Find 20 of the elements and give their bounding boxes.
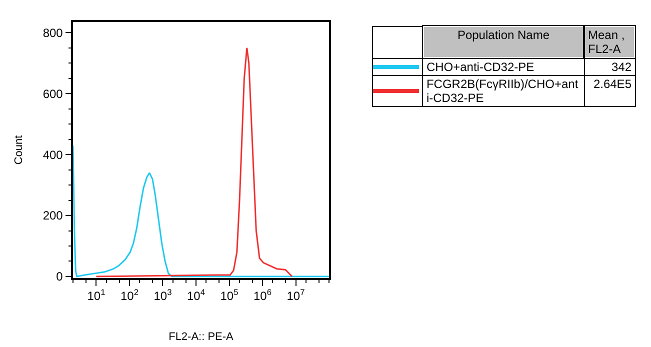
x-tick-label: 10$^{5}$ <box>220 287 239 304</box>
x-tick-label: 10$^{1}$ <box>87 287 106 304</box>
x-tick-label: 10$^{2}$ <box>120 287 139 304</box>
legend-label: CHO+anti-CD32-PE <box>422 58 584 76</box>
text: Mean , FL2-A <box>584 26 635 58</box>
x-tick-label: 10$^{3}$ <box>154 287 172 304</box>
y-tick-label: 600 <box>42 86 64 101</box>
x-tick-label: 10$^{4}$ <box>186 287 206 304</box>
text: 2.64E5 <box>584 76 635 106</box>
y-tick-label: 0 <box>56 270 64 284</box>
legend-label: FCGR2B(FcγRIIb)/CHO+anti-CD32-PE <box>422 76 584 106</box>
legend-title: Population Name <box>422 26 584 58</box>
x-tick-label: 10$^{7}$ <box>286 287 306 304</box>
y-tick-label: 200 <box>42 208 64 223</box>
y-tick-label: 400 <box>42 148 64 162</box>
y-axis-title: Count <box>12 135 25 165</box>
x-axis-title: FL2-A:: PE-A <box>168 330 234 343</box>
y-tick-label: 800 <box>42 26 64 40</box>
text: 342 <box>584 58 635 76</box>
x-tick-label: 10$^{6}$ <box>253 287 272 304</box>
